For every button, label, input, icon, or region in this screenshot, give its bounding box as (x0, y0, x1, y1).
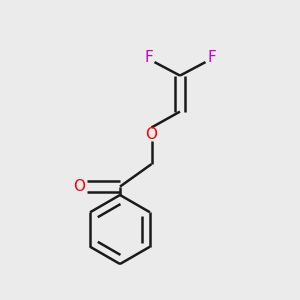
Text: F: F (207, 50, 216, 65)
Text: O: O (146, 127, 158, 142)
Text: F: F (144, 50, 153, 65)
Text: O: O (74, 179, 86, 194)
